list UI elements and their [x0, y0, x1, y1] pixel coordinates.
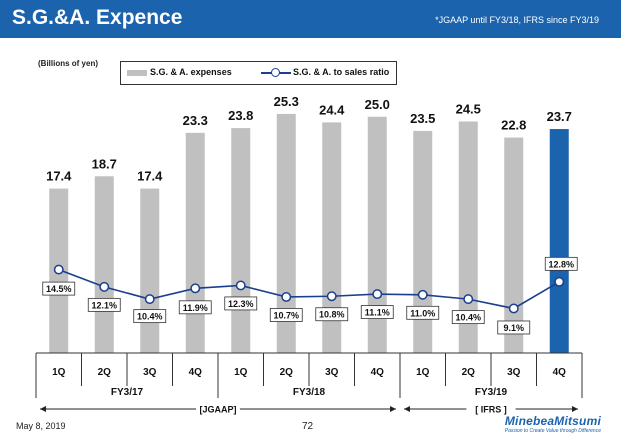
bar-value-label: 24.4	[319, 102, 345, 117]
ratio-label-box	[87, 297, 121, 312]
logo-tagline: Passion to Create Value through Differen…	[504, 428, 601, 434]
quarter-tick-label: 3Q	[143, 367, 157, 378]
quarter-tick-label: 1Q	[416, 367, 430, 378]
quarter-tick-label: 2Q	[462, 367, 476, 378]
quarter-tick-label: 2Q	[280, 367, 294, 378]
ratio-value-label: 14.5%	[46, 284, 72, 294]
ratio-value-label: 12.3%	[228, 299, 254, 309]
accounting-note: *JGAAP until FY3/18, IFRS since FY3/19	[435, 15, 599, 25]
bar-value-label: 22.8	[501, 118, 526, 133]
ratio-value-label: 12.8%	[548, 259, 574, 269]
quarter-tick-label: 4Q	[553, 367, 567, 378]
ratio-point	[281, 292, 292, 302]
ratio-point	[463, 294, 474, 305]
bar-value-label: 17.4	[137, 169, 163, 184]
quarter-tick-label: 3Q	[507, 367, 521, 378]
ratio-value-label: 10.8%	[319, 310, 345, 320]
ratio-value-label: 10.4%	[137, 312, 163, 322]
ratio-label-box	[178, 300, 212, 315]
bar-4	[185, 132, 205, 353]
quarter-tick-label: 1Q	[234, 367, 248, 378]
bar-value-label: 25.0	[365, 97, 390, 112]
ratio-label-box	[42, 281, 76, 296]
fiscal-year-label: FY3/19	[475, 387, 508, 398]
ratio-point	[53, 264, 64, 275]
arrow-right-icon	[390, 406, 396, 412]
ratio-value-label: 11.1%	[365, 308, 390, 318]
legend-item-bars: S.G. & A. expenses	[127, 67, 232, 77]
ratio-value-label: 10.4%	[455, 313, 481, 323]
standard-label-bg	[196, 403, 240, 415]
page-number: 72	[302, 421, 314, 432]
standard-label: [JGAAP]	[199, 405, 236, 415]
bar-5	[231, 128, 251, 353]
bar-value-label: 24.5	[456, 101, 481, 116]
standard-label-bg	[466, 403, 516, 415]
bar-value-label: 23.5	[410, 111, 435, 126]
bar-value-label: 23.3	[183, 113, 208, 128]
ratio-value-label: 12.1%	[91, 300, 117, 310]
ratio-point	[326, 291, 337, 302]
ratio-label-box	[360, 305, 394, 319]
company-logo: MinebeaMitsumi Passion to Create Value t…	[505, 414, 601, 434]
bar-6	[276, 113, 296, 353]
ratio-label-box	[497, 320, 531, 335]
bar-value-label: 17.4	[46, 169, 72, 184]
bar-value-label: 23.8	[228, 108, 253, 123]
bar-value-label: 18.7	[92, 156, 117, 171]
quarter-tick-label: 2Q	[98, 367, 112, 378]
legend-bar-label: S.G. & A. expenses	[150, 67, 232, 77]
arrow-right-icon	[572, 406, 578, 412]
ratio-value-label: 11.9%	[183, 303, 208, 313]
ratio-label-box	[406, 305, 440, 320]
ratio-value-label: 9.1%	[503, 323, 524, 333]
chart-legend: S.G. & A. expenses S.G. & A. to sales ra…	[120, 61, 397, 85]
legend-item-line: S.G. & A. to sales ratio	[261, 67, 390, 78]
ratio-label-box	[315, 307, 349, 322]
legend-line-label: S.G. & A. to sales ratio	[293, 67, 390, 77]
bar-9	[413, 130, 433, 353]
arrow-left-icon	[404, 406, 410, 412]
legend-bar-swatch	[127, 69, 147, 76]
ratio-point	[372, 289, 383, 300]
footer-date: May 8, 2019	[16, 421, 66, 431]
header-bar: S.G.&A. Expence *JGAAP until FY3/18, IFR…	[0, 0, 621, 38]
page-title: S.G.&A. Expence	[12, 6, 183, 29]
fiscal-year-label: FY3/17	[111, 387, 144, 398]
bar-3	[140, 188, 160, 353]
standard-label: [ IFRS ]	[475, 405, 507, 415]
ratio-value-label: 10.7%	[273, 310, 299, 320]
ratio-line	[58, 268, 560, 310]
ratio-label-box	[269, 308, 303, 322]
ratio-label-box	[544, 256, 578, 271]
ratio-label-box	[451, 310, 485, 325]
logo-name: MinebeaMitsumi	[504, 414, 601, 428]
ratio-point	[508, 303, 519, 314]
bar-11	[504, 137, 524, 353]
quarter-tick-label: 3Q	[325, 367, 339, 378]
ratio-value-label: 11.0%	[410, 308, 435, 318]
ratio-label-box	[224, 296, 258, 311]
ratio-point	[99, 281, 110, 292]
ratio-point	[235, 280, 246, 291]
bar-12	[549, 129, 569, 353]
ratio-point	[417, 289, 428, 300]
ratio-label-box	[133, 309, 167, 324]
quarter-tick-label: 4Q	[189, 367, 203, 378]
arrow-left-icon	[40, 406, 46, 412]
fiscal-year-label: FY3/18	[293, 387, 326, 398]
unit-label: (Billions of yen)	[38, 59, 98, 68]
bar-10	[458, 121, 478, 353]
ratio-point	[554, 276, 565, 287]
quarter-tick-label: 1Q	[52, 367, 66, 378]
ratio-point	[190, 283, 201, 294]
bar-value-label: 25.3	[274, 94, 299, 109]
quarter-tick-label: 4Q	[371, 367, 385, 378]
bar-value-label: 23.7	[547, 109, 572, 124]
legend-line-marker-icon	[261, 68, 291, 78]
bar-2	[94, 176, 114, 353]
ratio-point	[144, 294, 155, 305]
